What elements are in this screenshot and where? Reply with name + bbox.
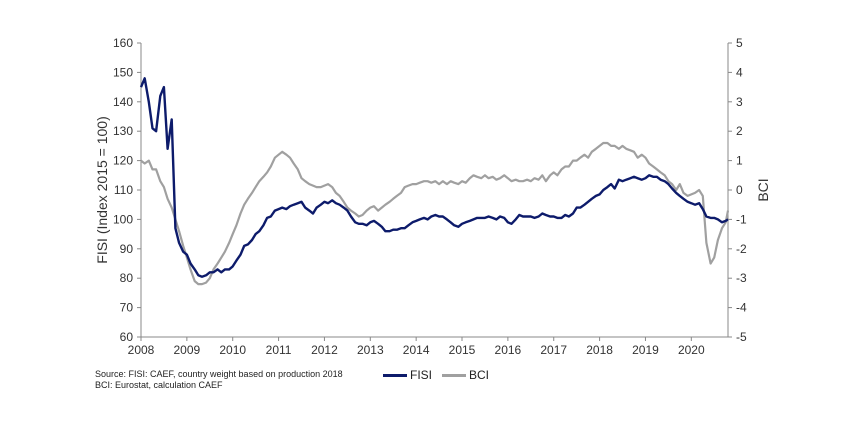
- legend-label-fisi: FISI: [410, 368, 433, 382]
- x-tick-label: 2010: [219, 343, 246, 357]
- left-tick-label: 150: [113, 65, 133, 79]
- left-tick-label: 80: [120, 271, 134, 285]
- x-tick-label: 2018: [586, 343, 613, 357]
- right-axis-title: BCI: [755, 178, 771, 201]
- x-tick-label: 2020: [678, 343, 705, 357]
- legend: FISI BCI: [383, 368, 499, 382]
- x-tick-label: 2014: [403, 343, 430, 357]
- right-tick-label: 0: [736, 183, 743, 197]
- series-line-fisi: [139, 77, 729, 278]
- source-line-fisi: Source: FISI: CAEF, country weight based…: [95, 369, 343, 379]
- right-tick-label: -3: [736, 271, 747, 285]
- left-tick-label: 70: [120, 301, 134, 315]
- left-tick-label: 100: [113, 212, 133, 226]
- left-tick-label: 140: [113, 95, 133, 109]
- right-tick-label: -2: [736, 242, 747, 256]
- source-note: Source: FISI: CAEF, country weight based…: [95, 369, 343, 391]
- legend-swatch-bci: [442, 373, 467, 377]
- x-tick-label: 2019: [632, 343, 659, 357]
- legend-item-bci: BCI: [442, 368, 489, 382]
- x-tick-label: 2009: [174, 343, 201, 357]
- right-tick-label: 2: [736, 124, 743, 138]
- left-axis-title: FISI (Index 2015 = 100): [94, 116, 110, 263]
- source-line-bci: BCI: Eurostat, calculation CAEF: [95, 380, 223, 390]
- right-tick-label: -1: [736, 212, 747, 226]
- right-tick-label: -4: [736, 301, 747, 315]
- left-tick-label: 60: [120, 330, 134, 344]
- left-tick-label: 110: [114, 183, 133, 197]
- right-tick-label: -5: [736, 330, 747, 344]
- right-tick-label: 1: [736, 154, 743, 168]
- right-tick-label: 4: [736, 65, 743, 79]
- x-tick-label: 2008: [128, 343, 155, 357]
- series-line-bci: [140, 141, 730, 286]
- x-tick-label: 2017: [540, 343, 567, 357]
- x-tick-label: 2012: [311, 343, 338, 357]
- left-tick-label: 120: [113, 154, 133, 168]
- x-tick-label: 2015: [449, 343, 476, 357]
- right-tick-label: 3: [736, 95, 743, 109]
- x-tick-label: 2013: [357, 343, 384, 357]
- right-tick-label: 5: [736, 36, 743, 50]
- x-tick-label: 2016: [495, 343, 522, 357]
- legend-label-bci: BCI: [469, 368, 490, 382]
- legend-item-fisi: FISI: [383, 368, 432, 382]
- legend-swatch-fisi: [383, 373, 407, 377]
- x-tick-label: 2011: [266, 343, 292, 357]
- left-tick-label: 130: [113, 124, 133, 138]
- left-tick-label: 160: [113, 36, 133, 50]
- left-tick-label: 90: [120, 242, 134, 256]
